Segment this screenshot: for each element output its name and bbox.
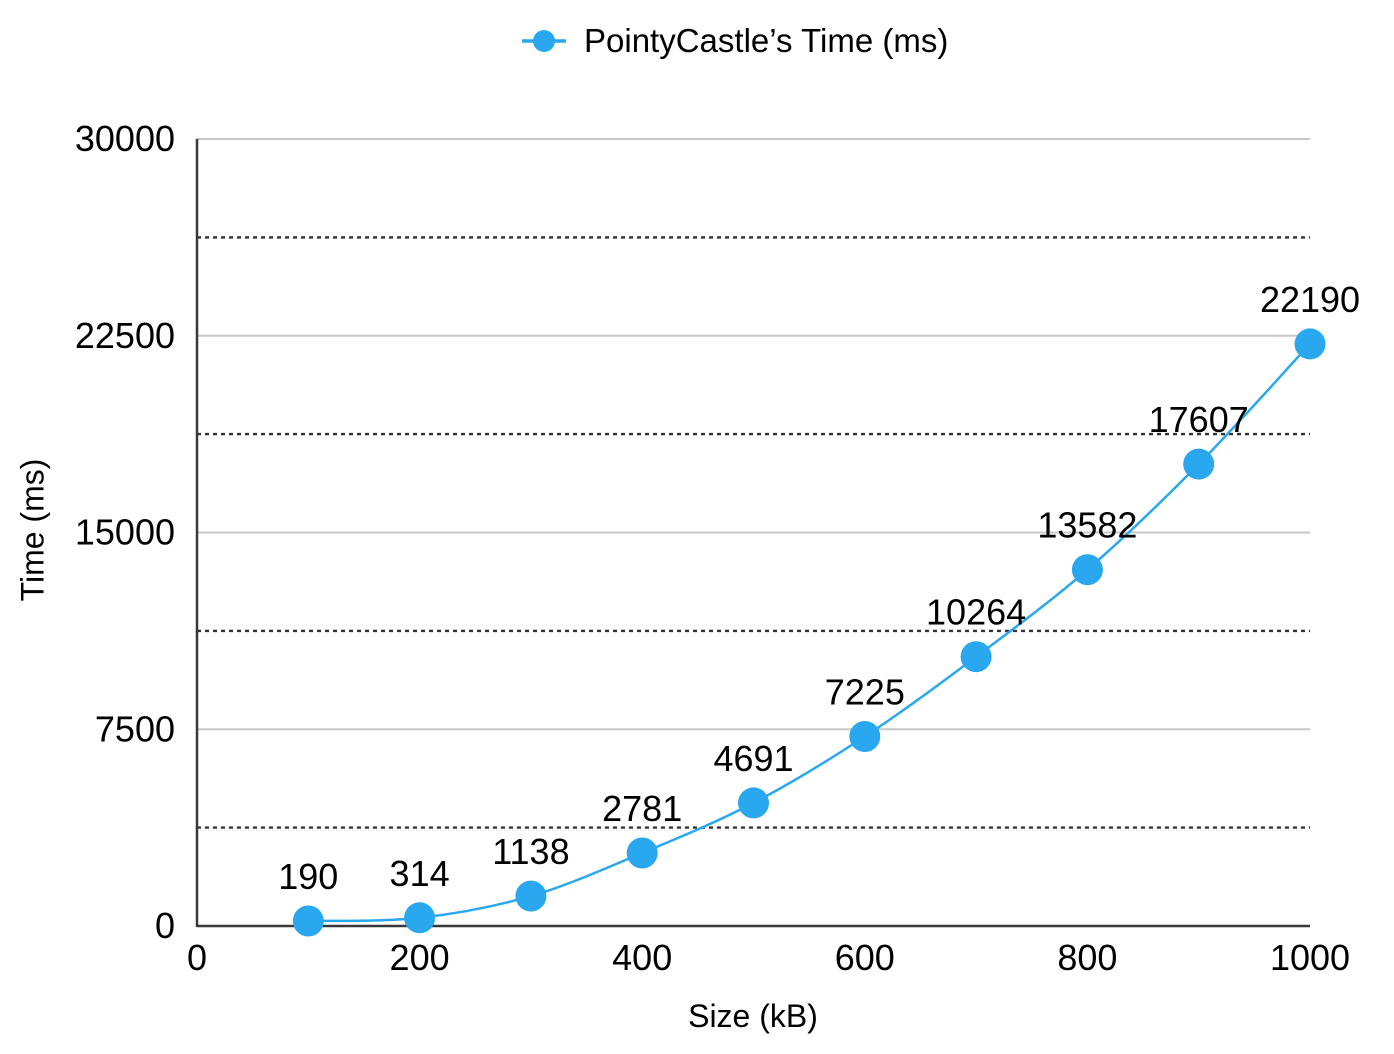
data-point xyxy=(1071,554,1103,586)
y-tick-label: 0 xyxy=(155,905,175,946)
x-tick-label: 1000 xyxy=(1270,937,1350,978)
data-label: 22190 xyxy=(1260,279,1360,320)
data-point xyxy=(1183,448,1215,480)
data-label: 4691 xyxy=(713,738,793,779)
data-point xyxy=(515,880,547,912)
data-point xyxy=(960,641,992,673)
data-point xyxy=(626,837,658,869)
data-point xyxy=(404,902,436,934)
data-label: 190 xyxy=(278,856,338,897)
y-tick-label: 22500 xyxy=(75,315,175,356)
data-label: 7225 xyxy=(825,672,905,713)
series-line xyxy=(308,343,1311,923)
data-label: 10264 xyxy=(926,592,1026,633)
data-label: 17607 xyxy=(1149,399,1249,440)
data-point xyxy=(292,905,324,937)
data-point xyxy=(738,787,769,819)
x-tick-label: 800 xyxy=(1057,937,1117,978)
x-tick-label: 600 xyxy=(835,937,895,978)
x-tick-label: 0 xyxy=(187,937,207,978)
data-label: 2781 xyxy=(602,788,682,829)
y-tick-label: 7500 xyxy=(95,708,175,749)
legend-label: PointyCastle’s Time (ms) xyxy=(584,22,949,59)
data-label: 314 xyxy=(390,853,450,894)
data-label: 13582 xyxy=(1037,505,1137,546)
legend-marker-icon xyxy=(522,30,566,52)
x-tick-label: 400 xyxy=(612,937,672,978)
legend-dot-icon xyxy=(533,30,555,52)
data-point xyxy=(849,721,881,752)
data-point xyxy=(1294,328,1326,360)
chart-legend: PointyCastle’s Time (ms) xyxy=(521,19,948,63)
y-tick-label: 30000 xyxy=(75,118,175,159)
x-axis-title: Size (kB) xyxy=(688,998,818,1034)
y-axis-title: Time (ms) xyxy=(14,458,51,602)
x-tick-label: 200 xyxy=(390,937,450,978)
y-tick-label: 15000 xyxy=(75,512,175,553)
data-label: 1138 xyxy=(492,831,569,872)
